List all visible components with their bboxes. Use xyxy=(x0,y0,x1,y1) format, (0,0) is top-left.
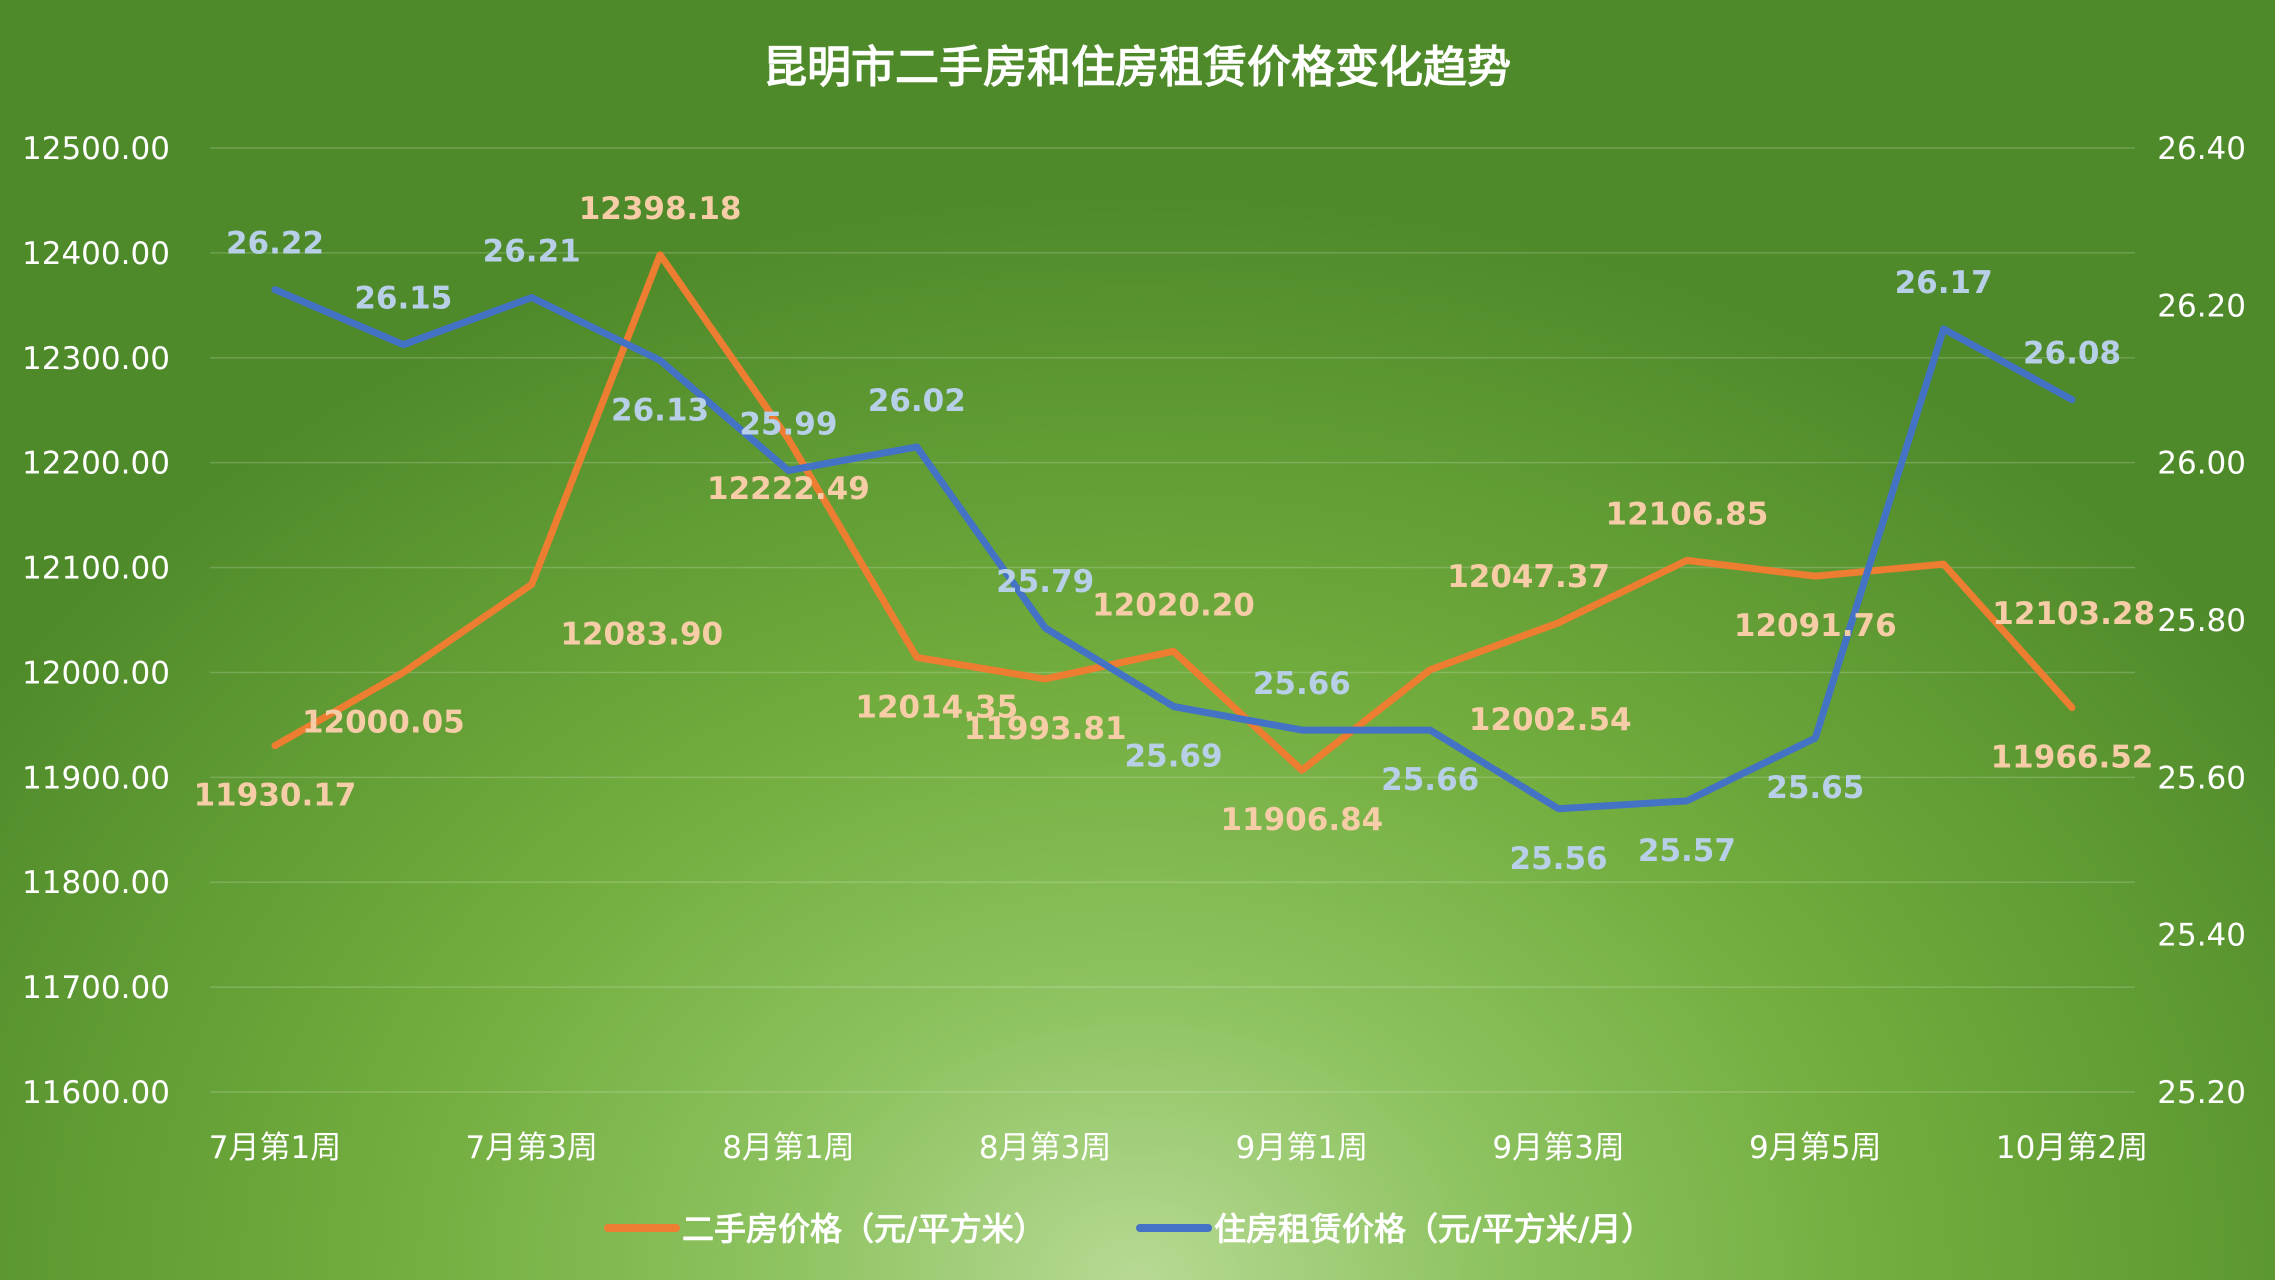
chart-title: 昆明市二手房和住房租赁价格变化趋势 xyxy=(763,42,1511,93)
right-tick-label: 25.60 xyxy=(2157,760,2246,796)
legend-label-rent: 住房租赁价格（元/平方米/月） xyxy=(1214,1210,1653,1248)
data-label-rent: 25.99 xyxy=(739,407,837,443)
x-tick-label: 10月第2周 xyxy=(1996,1130,2148,1166)
data-label-sale: 12000.05 xyxy=(302,704,465,740)
data-label-rent: 25.79 xyxy=(996,564,1094,600)
data-label-sale: 11930.17 xyxy=(194,778,357,814)
data-label-rent: 26.15 xyxy=(354,281,452,317)
left-tick-label: 12400.00 xyxy=(22,236,170,272)
left-axis-ticks: 12500.00 12400.00 12300.00 12200.00 12100.00… xyxy=(22,131,170,1111)
data-label-sale: 12091.76 xyxy=(1734,608,1897,644)
x-tick-label: 7月第1周 xyxy=(209,1130,341,1166)
data-label-rent: 26.08 xyxy=(2023,336,2121,372)
series-lines xyxy=(271,251,2076,813)
data-label-sale: 12222.49 xyxy=(707,471,870,507)
data-label-rent: 25.66 xyxy=(1253,666,1351,702)
series-line-rent xyxy=(271,286,2076,813)
x-tick-label: 9月第1周 xyxy=(1236,1130,1368,1166)
right-tick-label: 26.20 xyxy=(2157,288,2246,324)
x-tick-label: 9月第3周 xyxy=(1492,1130,1624,1166)
data-labels: 11930.17 12000.05 12083.90 12398.18 12222.49… xyxy=(194,191,2155,877)
data-label-sale: 11906.84 xyxy=(1220,802,1383,838)
x-tick-label: 8月第1周 xyxy=(722,1130,854,1166)
data-label-sale: 12047.37 xyxy=(1447,559,1610,595)
left-tick-label: 11800.00 xyxy=(22,865,170,901)
data-label-sale: 12014.35 xyxy=(855,689,1018,725)
data-label-rent: 25.56 xyxy=(1510,841,1608,877)
left-tick-label: 12300.00 xyxy=(22,341,170,377)
legend-label-sale: 二手房价格（元/平方米） xyxy=(682,1210,1046,1248)
x-tick-label: 7月第3周 xyxy=(465,1130,597,1166)
data-label-sale: 12083.90 xyxy=(560,616,723,652)
data-label-rent: 25.66 xyxy=(1381,762,1479,798)
data-label-sale: 12106.85 xyxy=(1606,496,1769,532)
data-label-rent: 26.17 xyxy=(1895,265,1993,301)
data-label-rent: 26.02 xyxy=(868,383,966,419)
right-tick-label: 26.00 xyxy=(2157,446,2246,482)
data-label-rent: 25.65 xyxy=(1766,770,1864,806)
data-label-sale: 11966.52 xyxy=(1991,740,2154,776)
right-axis-ticks: 26.40 26.20 26.00 25.80 25.60 25.40 25.20 xyxy=(2157,131,2246,1111)
left-tick-label: 11700.00 xyxy=(22,970,170,1006)
right-tick-label: 25.20 xyxy=(2157,1075,2246,1111)
left-tick-label: 11600.00 xyxy=(22,1075,170,1111)
left-tick-label: 12100.00 xyxy=(22,551,170,587)
right-tick-label: 25.40 xyxy=(2157,918,2246,954)
left-tick-label: 12500.00 xyxy=(22,131,170,167)
data-label-rent: 25.57 xyxy=(1638,833,1736,869)
grid-lines xyxy=(210,147,2135,1093)
right-tick-label: 26.40 xyxy=(2157,131,2246,167)
x-tick-label: 8月第3周 xyxy=(979,1130,1111,1166)
right-tick-label: 25.80 xyxy=(2157,603,2246,639)
data-label-rent: 26.21 xyxy=(483,233,581,269)
x-axis-ticks: 7月第1周 7月第3周 8月第1周 8月第3周 9月第1周 9月第3周 9月第5周 10月第2… xyxy=(209,1130,2148,1166)
left-tick-label: 11900.00 xyxy=(22,760,170,796)
series-line-sale xyxy=(271,251,2076,774)
data-label-sale: 12020.20 xyxy=(1092,587,1255,623)
data-label-sale: 12002.54 xyxy=(1469,702,1632,738)
data-label-rent: 26.13 xyxy=(611,392,709,428)
data-label-sale: 12103.28 xyxy=(1992,596,2155,632)
left-tick-label: 12000.00 xyxy=(22,655,170,691)
data-label-rent: 26.22 xyxy=(226,226,324,262)
legend: 二手房价格（元/平方米） 住房租赁价格（元/平方米/月） xyxy=(604,1210,1653,1248)
data-label-sale: 12398.18 xyxy=(579,191,742,227)
data-label-rent: 25.69 xyxy=(1124,739,1222,775)
left-tick-label: 12200.00 xyxy=(22,446,170,482)
x-tick-label: 9月第5周 xyxy=(1749,1130,1881,1166)
data-label-sale: 11993.81 xyxy=(964,711,1127,747)
